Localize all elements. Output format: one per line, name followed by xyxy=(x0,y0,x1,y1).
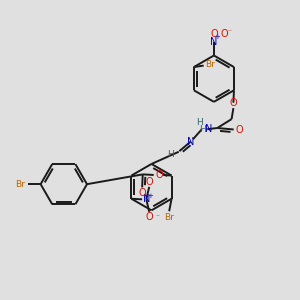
Text: O: O xyxy=(146,177,153,187)
Text: H: H xyxy=(196,118,203,127)
Text: N: N xyxy=(188,137,195,147)
Text: O: O xyxy=(146,212,153,222)
Text: O: O xyxy=(210,29,218,39)
Text: H: H xyxy=(199,125,206,134)
Text: Br: Br xyxy=(205,61,215,70)
Text: +: + xyxy=(214,34,220,40)
Text: O: O xyxy=(236,125,243,135)
Text: O: O xyxy=(138,188,146,198)
Text: O: O xyxy=(230,98,237,108)
Text: ⁻: ⁻ xyxy=(227,28,231,37)
Text: O: O xyxy=(220,29,228,39)
Text: N: N xyxy=(206,124,213,134)
Text: O: O xyxy=(155,170,163,180)
Text: Br: Br xyxy=(15,180,25,189)
Text: +: + xyxy=(147,193,153,199)
Text: N: N xyxy=(210,37,218,47)
Text: ⁻: ⁻ xyxy=(156,212,160,221)
Text: H: H xyxy=(167,150,174,159)
Text: Br: Br xyxy=(164,213,174,222)
Text: N: N xyxy=(142,194,150,204)
